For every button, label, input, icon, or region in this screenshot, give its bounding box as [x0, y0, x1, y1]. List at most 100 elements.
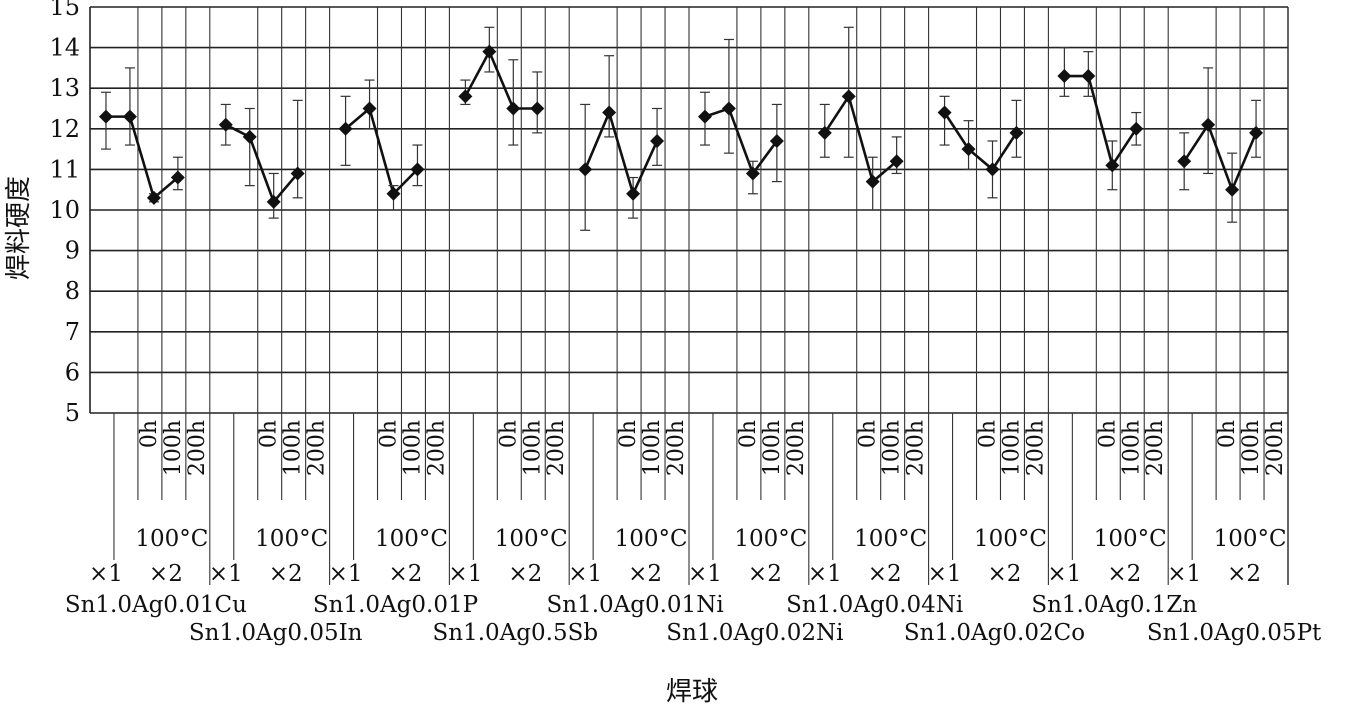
data-point: [626, 186, 641, 201]
series-line: [943, 111, 1018, 172]
x-tick-label: 0h: [616, 420, 641, 448]
y-tick-label: 9: [65, 237, 80, 265]
data-point: [650, 133, 665, 148]
data-point: [1225, 182, 1240, 197]
cycle-label: ×2: [988, 561, 1022, 587]
group-label: Sn1.0Ag0.01Cu: [65, 592, 247, 618]
x-tick-label: 200h: [664, 420, 689, 476]
cycle-label: ×1: [688, 561, 722, 587]
data-point: [721, 101, 736, 116]
cycle-label: ×2: [628, 561, 662, 587]
data-point: [1177, 154, 1192, 169]
series-group: [98, 67, 185, 205]
condition-label: 100°C: [615, 526, 688, 552]
condition-label: 100°C: [495, 526, 568, 552]
cycle-label: ×1: [209, 561, 243, 587]
condition-label: 100°C: [1214, 526, 1287, 552]
cycle-label: ×2: [149, 561, 183, 587]
series-line: [704, 106, 778, 177]
data-point: [745, 166, 760, 181]
series-group: [817, 26, 904, 211]
x-tick-label: 200h: [424, 420, 449, 476]
series-group: [338, 79, 425, 211]
series-line: [344, 106, 419, 197]
series-line: [464, 48, 538, 110]
data-point: [769, 133, 784, 148]
group-label: Sn1.0Ag0.05Pt: [1147, 620, 1322, 646]
data-point: [961, 142, 976, 157]
data-point: [1249, 125, 1264, 140]
cycle-label: ×2: [508, 561, 542, 587]
data-point: [1105, 158, 1120, 173]
x-tick-label: 0h: [1095, 420, 1120, 448]
data-point: [362, 101, 377, 116]
x-tick-label: 0h: [257, 420, 282, 448]
series-line: [1064, 74, 1138, 169]
x-tick-label: 200h: [1023, 420, 1048, 476]
y-axis-label: 焊料硬度: [4, 176, 34, 280]
condition-label: 100°C: [734, 526, 807, 552]
y-tick-label: 6: [65, 358, 80, 386]
data-point: [506, 101, 521, 116]
x-tick-label: 200h: [544, 420, 569, 476]
series: [98, 26, 1264, 231]
cycle-label: ×2: [269, 561, 303, 587]
y-tick-label: 10: [49, 196, 80, 224]
x-tick-label: 100h: [880, 420, 905, 476]
data-point: [1057, 69, 1072, 84]
condition-label: 100°C: [1094, 526, 1167, 552]
series-group: [937, 95, 1024, 199]
series-group: [697, 38, 784, 195]
y-tick-label: 13: [49, 74, 80, 102]
x-tick-label: 200h: [784, 420, 809, 476]
data-point: [146, 190, 161, 205]
cycle-label: ×1: [568, 561, 602, 587]
cycle-label: ×2: [1107, 561, 1141, 587]
data-point: [1129, 121, 1144, 136]
series-group: [1177, 67, 1264, 223]
cycle-label: ×1: [1047, 561, 1081, 587]
cycle-label: ×1: [89, 561, 123, 587]
group-label: Sn1.0Ag0.01Ni: [547, 592, 724, 618]
data-point: [697, 109, 712, 124]
data-point: [458, 89, 473, 104]
x-tick-label: 0h: [496, 420, 521, 448]
x-tick-label: 200h: [1143, 420, 1168, 476]
series-line: [105, 115, 179, 201]
cycle-label: ×1: [329, 561, 363, 587]
condition-label: 100°C: [974, 526, 1047, 552]
x-tick-label: 100h: [520, 420, 545, 476]
cycle-label: ×2: [1227, 561, 1261, 587]
y-tick-label: 8: [65, 277, 80, 305]
x-tick-label: 0h: [976, 420, 1001, 448]
y-tick-label: 12: [49, 115, 80, 143]
data-point: [530, 101, 545, 116]
x-tick-label: 100h: [999, 420, 1024, 476]
data-point: [602, 105, 617, 120]
x-tick-label: 0h: [856, 420, 881, 448]
series-group: [458, 26, 545, 146]
x-tick-label: 200h: [904, 420, 929, 476]
data-point: [817, 125, 832, 140]
condition-label: 100°C: [135, 526, 208, 552]
group-label: Sn1.0Ag0.5Sb: [433, 620, 599, 646]
grid: [89, 6, 1289, 585]
cycle-label: ×2: [868, 561, 902, 587]
series-line: [823, 93, 898, 184]
x-tick-label: 100h: [281, 420, 306, 476]
data-point: [482, 44, 497, 59]
cycle-label: ×1: [928, 561, 962, 587]
x-tick-label: 100h: [400, 420, 425, 476]
data-point: [410, 162, 425, 177]
group-label: Sn1.0Ag0.01P: [313, 592, 478, 618]
series-group: [1057, 46, 1144, 191]
y-tick-label: 5: [65, 399, 80, 427]
x-tick-label: 100h: [640, 420, 665, 476]
data-point: [865, 174, 880, 189]
x-tick-label: 200h: [185, 420, 210, 476]
cycle-label: ×1: [1167, 561, 1201, 587]
y-ticks: 5 6 7 8 9 10 11 12 13 14 15: [49, 0, 80, 427]
x-tick-label: 100h: [1239, 420, 1264, 476]
cycle-label: ×2: [389, 561, 423, 587]
